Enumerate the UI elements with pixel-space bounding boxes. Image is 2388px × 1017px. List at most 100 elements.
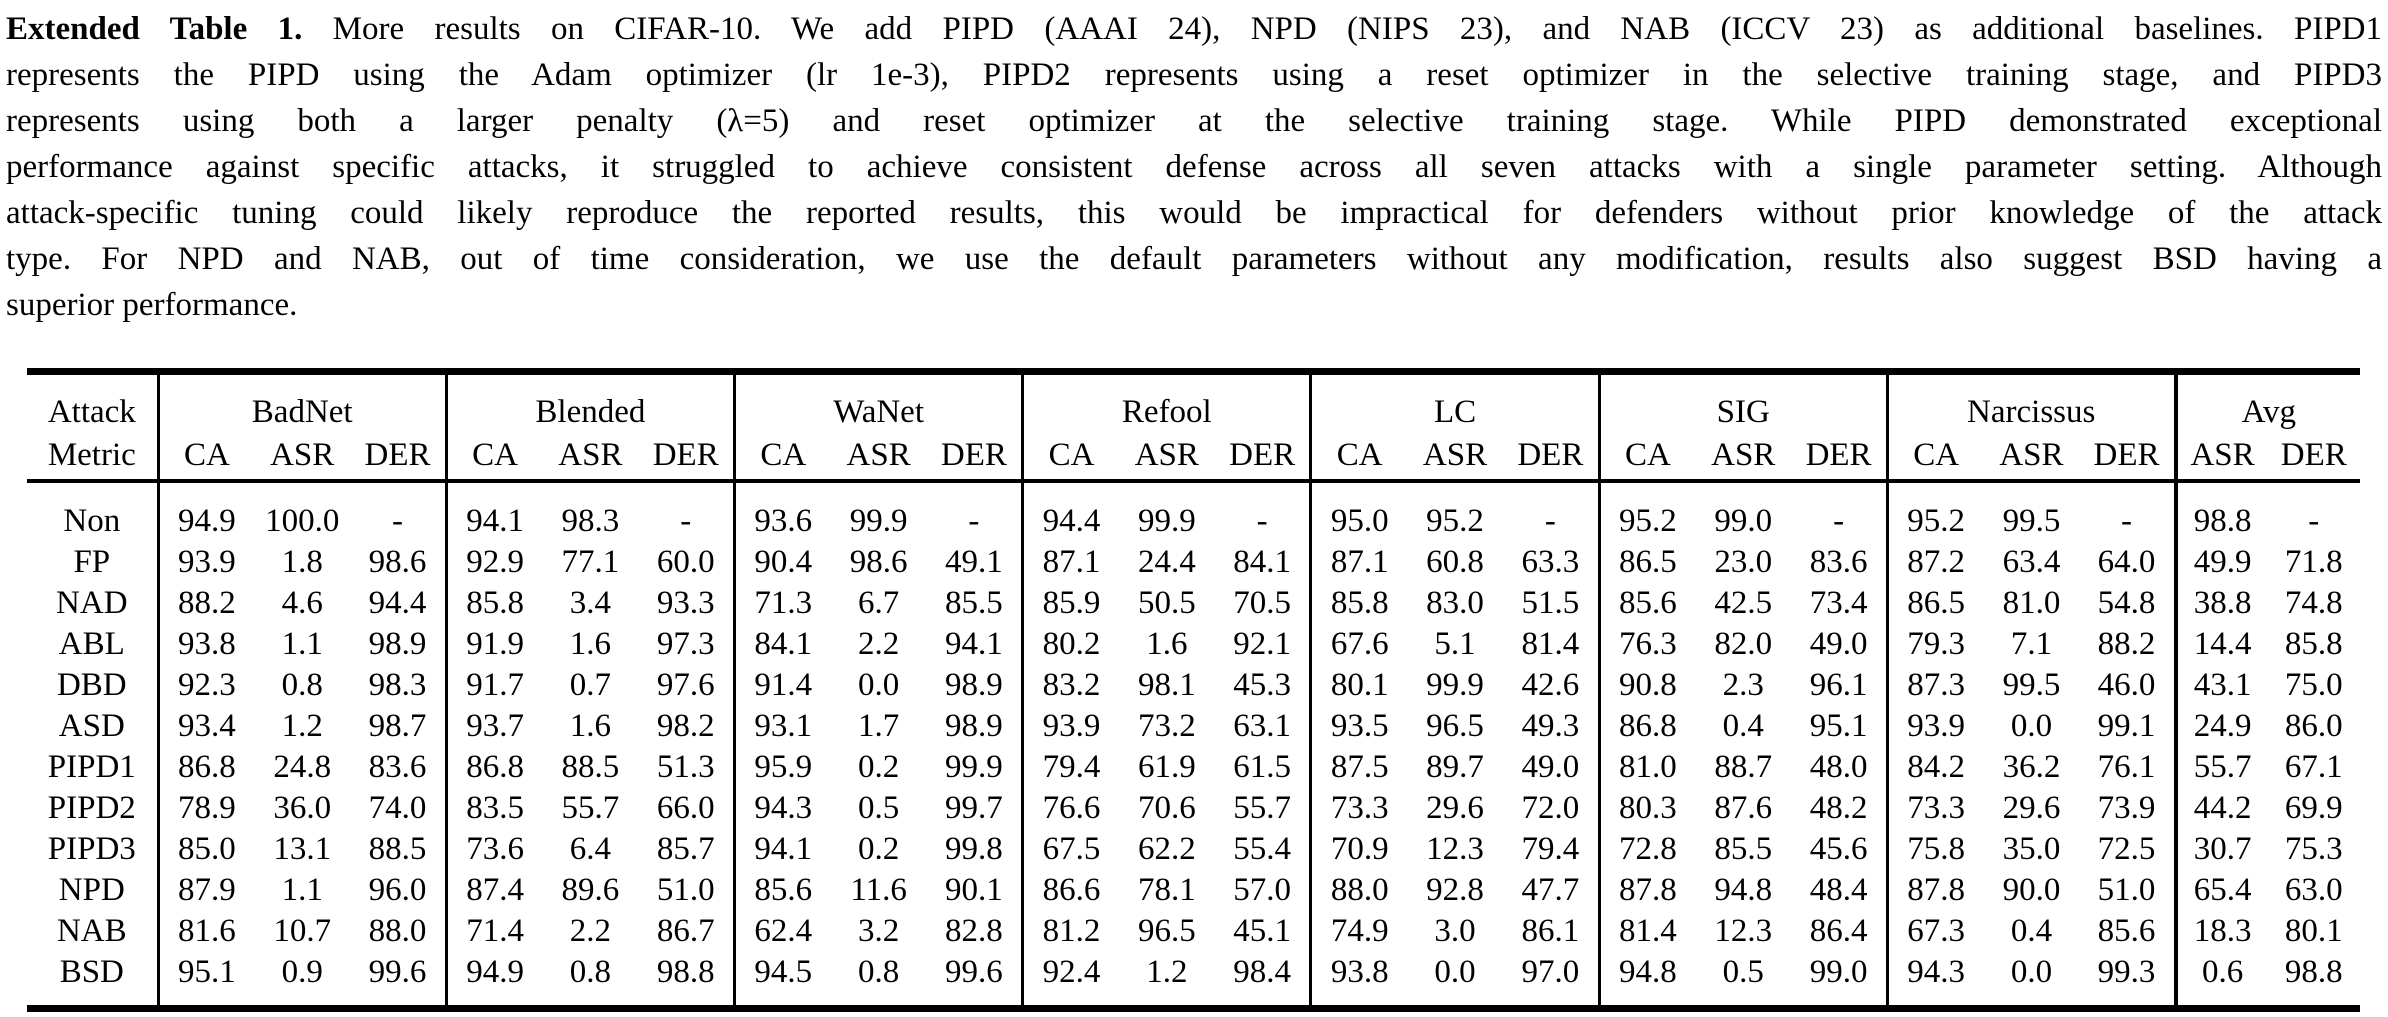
value-cell: 88.0 (350, 911, 448, 952)
caption-line-2: represents the PIPD using the Adam optim… (6, 57, 2382, 93)
value-cell: 99.6 (926, 952, 1025, 1009)
value-cell: 49.1 (926, 542, 1025, 583)
value-cell: 95.2 (1907, 503, 1966, 539)
value-cell: 1.2 (1146, 954, 1188, 990)
value-cell: 81.0 (2002, 585, 2061, 621)
value-cell: 98.9 (926, 706, 1025, 747)
value-cell: 86.6 (1042, 872, 1101, 908)
header-group-narcissus: Narcissus (1887, 371, 2178, 431)
value-cell: 87.2 (1907, 544, 1966, 580)
value-cell: 88.0 (1330, 872, 1389, 908)
value-cell: 96.1 (1791, 665, 1889, 706)
value-cell: 51.0 (638, 870, 737, 911)
header-group-avg: Avg (2241, 394, 2296, 430)
value-cell: 24.9 (2193, 708, 2252, 744)
value-cell: 83.6 (1791, 542, 1889, 583)
value-cell: 64.0 (2079, 542, 2178, 583)
value-cell: 83.5 (466, 790, 524, 826)
value-cell: 55.7 (1214, 788, 1313, 829)
value-cell: 93.8 (1330, 954, 1389, 990)
header-metric-cell: CA (1022, 431, 1119, 483)
value-cell: 42.5 (1714, 585, 1773, 621)
value-cell: 94.1 (466, 503, 524, 539)
value-cell: 51.0 (2079, 870, 2178, 911)
header-metric-cell: CA (734, 431, 831, 483)
header-metric-cell: ASR (542, 431, 639, 483)
value-cell: 86.8 (1619, 708, 1677, 744)
header-metric-cell: CA (1310, 431, 1407, 483)
value-cell: 3.2 (857, 913, 900, 949)
value-cell: 91.9 (466, 626, 524, 662)
value-cell: 90.8 (1619, 667, 1677, 703)
value-cell: 88.2 (178, 585, 236, 621)
value-cell: 0.2 (857, 831, 900, 867)
value-cell: 0.4 (1722, 708, 1764, 744)
value-cell: 54.8 (2079, 583, 2178, 624)
value-cell: 98.7 (350, 706, 448, 747)
value-cell: 82.0 (1714, 626, 1773, 662)
value-cell: 98.6 (350, 542, 448, 583)
value-cell: 71.3 (754, 585, 813, 621)
value-cell: 67.6 (1330, 626, 1389, 662)
value-cell: 0.7 (569, 667, 612, 703)
value-cell: 48.0 (1791, 747, 1889, 788)
value-cell: 79.4 (1503, 829, 1601, 870)
value-cell: 95.0 (1330, 503, 1389, 539)
value-cell: 1.1 (281, 626, 323, 662)
table-row-npd: NPD 87.9 1.1 96.0 87.4 89.6 51.0 85.6 11.6 90.1 86… (27, 870, 2360, 911)
value-cell: 94.3 (1907, 954, 1966, 990)
caption-line-1: Extended Table 1. More results on CIFAR-… (6, 6, 2382, 52)
value-cell: 67.3 (1907, 913, 1966, 949)
value-cell: 75.0 (2284, 667, 2343, 703)
value-cell: 84.2 (1907, 749, 1966, 785)
table-row-non: Non 94.9 100.0-94.1 98.3-93.6 99.9-94.4 99.9-… (27, 481, 2360, 542)
header-group-sig: SIG (1599, 371, 1889, 431)
value-cell: 98.3 (561, 503, 620, 539)
value-cell: 87.9 (178, 872, 236, 908)
value-cell: - (2079, 481, 2178, 542)
value-cell: 98.3 (350, 665, 448, 706)
value-cell: 63.4 (2002, 544, 2061, 580)
value-cell: 86.8 (178, 749, 236, 785)
value-cell: 95.2 (1426, 503, 1484, 539)
value-cell: 99.5 (2002, 503, 2061, 539)
value-cell: 92.9 (466, 544, 524, 580)
value-cell: 93.5 (1330, 708, 1389, 744)
header-group-lc: LC (1310, 371, 1601, 431)
value-cell: 45.3 (1214, 665, 1313, 706)
value-cell: 98.8 (2284, 954, 2343, 990)
header-group-blended: Blended (446, 371, 737, 431)
value-cell: 87.6 (1714, 790, 1773, 826)
value-cell: 94.1 (754, 831, 813, 867)
value-cell: 45.1 (1214, 911, 1313, 952)
value-cell: 93.9 (1907, 708, 1966, 744)
value-cell: 81.6 (178, 913, 236, 949)
value-cell: 62.2 (1137, 831, 1196, 867)
value-cell: 67.5 (1042, 831, 1101, 867)
value-cell: 0.0 (2010, 954, 2053, 990)
header-metric-cell: CA (446, 431, 543, 483)
value-cell: 98.9 (350, 624, 448, 665)
header-metric-cell: ASR (254, 431, 351, 483)
value-cell: 0.0 (2010, 708, 2053, 744)
value-cell: 80.1 (2284, 913, 2343, 949)
value-cell: 88.2 (2079, 624, 2178, 665)
value-cell: 94.5 (754, 954, 813, 990)
value-cell: 93.1 (754, 708, 813, 744)
header-group-wanet: WaNet (734, 371, 1025, 431)
value-cell: 85.7 (638, 829, 737, 870)
value-cell: 99.3 (2079, 952, 2178, 1009)
value-cell: 12.3 (1714, 913, 1773, 949)
value-cell: 93.7 (466, 708, 524, 744)
row-label: PIPD3 (27, 829, 160, 870)
value-cell: 51.5 (1503, 583, 1601, 624)
table-row-nab: NAB 81.6 10.7 88.0 71.4 2.2 86.7 62.4 3.2 82.8 81.… (27, 911, 2360, 952)
value-cell: 2.3 (1722, 667, 1764, 703)
header-metric-cell: DER (2267, 431, 2360, 483)
table-row-pipd3: PIPD3 85.0 13.1 88.5 73.6 6.4 85.7 94.1 0.2 99.8 6… (27, 829, 2360, 870)
value-cell: 3.4 (569, 585, 612, 621)
value-cell: 97.6 (638, 665, 737, 706)
value-cell: 93.8 (178, 626, 236, 662)
value-cell: 86.1 (1503, 911, 1601, 952)
value-cell: 63.0 (2284, 872, 2343, 908)
